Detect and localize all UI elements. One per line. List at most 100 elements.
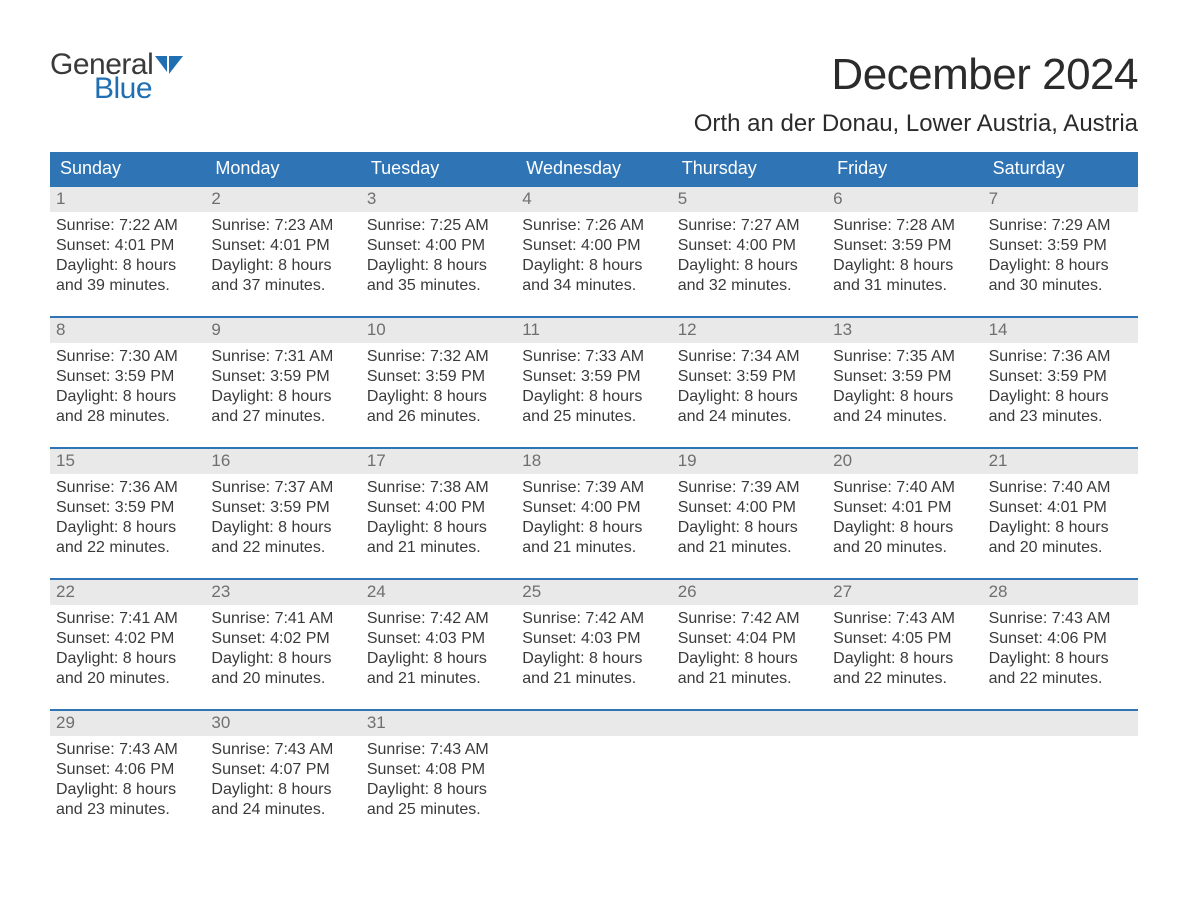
day-number: 31 <box>361 711 516 736</box>
daylight-line: Daylight: 8 hours and 22 minutes. <box>989 649 1132 689</box>
daylight-line: Daylight: 8 hours and 22 minutes. <box>56 518 199 558</box>
sunrise-label: Sunrise <box>56 610 110 627</box>
calendar-week: 1234567Sunrise: 7:22 AMSunset: 4:01 PMDa… <box>50 187 1138 296</box>
sunrise-value: 7:36 AM <box>1052 348 1111 365</box>
sunset-value: 4:00 PM <box>736 499 796 516</box>
day-cell: Sunrise: 7:38 AMSunset: 4:00 PMDaylight:… <box>361 474 516 558</box>
sunset-value: 4:08 PM <box>426 761 486 778</box>
sunset-value: 3:59 PM <box>270 499 330 516</box>
day-number: 26 <box>672 580 827 605</box>
day-number: 25 <box>516 580 671 605</box>
sunset-label: Sunset <box>56 237 106 254</box>
sunrise-label: Sunrise <box>367 741 421 758</box>
sunset-label: Sunset <box>211 761 261 778</box>
sunset-value: 3:59 PM <box>1047 368 1107 385</box>
sunset-line: Sunset: 4:03 PM <box>522 629 665 649</box>
sunset-value: 4:07 PM <box>270 761 330 778</box>
daylight-label: Daylight <box>367 650 425 667</box>
sunrise-line: Sunrise: 7:31 AM <box>211 347 354 367</box>
daylight-label: Daylight <box>833 257 891 274</box>
day-number: 16 <box>205 449 360 474</box>
daynum-row: 1234567 <box>50 187 1138 212</box>
sunrise-value: 7:31 AM <box>275 348 334 365</box>
sunset-line: Sunset: 4:07 PM <box>211 760 354 780</box>
sunset-label: Sunset <box>211 499 261 516</box>
day-number: 29 <box>50 711 205 736</box>
sunset-label: Sunset <box>367 368 417 385</box>
daylight-label: Daylight <box>522 519 580 536</box>
daylight-label: Daylight <box>56 388 114 405</box>
day-number: 24 <box>361 580 516 605</box>
day-number: 5 <box>672 187 827 212</box>
sunrise-value: 7:23 AM <box>275 217 334 234</box>
daylight-label: Daylight <box>367 388 425 405</box>
sunset-value: 3:59 PM <box>736 368 796 385</box>
dow-thursday: Thursday <box>672 152 827 187</box>
sunrise-line: Sunrise: 7:42 AM <box>367 609 510 629</box>
sunset-label: Sunset <box>56 368 106 385</box>
sunset-label: Sunset <box>833 630 883 647</box>
sunset-line: Sunset: 4:02 PM <box>211 629 354 649</box>
sunset-label: Sunset <box>989 368 1039 385</box>
sunset-line: Sunset: 4:06 PM <box>989 629 1132 649</box>
sunset-line: Sunset: 4:06 PM <box>56 760 199 780</box>
sunset-label: Sunset <box>367 630 417 647</box>
day-cell: Sunrise: 7:43 AMSunset: 4:08 PMDaylight:… <box>361 736 516 820</box>
daynum-row: 22232425262728 <box>50 580 1138 605</box>
sunrise-label: Sunrise <box>678 610 732 627</box>
daylight-line: Daylight: 8 hours and 30 minutes. <box>989 256 1132 296</box>
sunset-value: 4:00 PM <box>426 237 486 254</box>
sunrise-line: Sunrise: 7:43 AM <box>211 740 354 760</box>
sunset-label: Sunset <box>678 237 728 254</box>
sunset-label: Sunset <box>833 499 883 516</box>
sunrise-value: 7:37 AM <box>275 479 334 496</box>
daylight-line: Daylight: 8 hours and 31 minutes. <box>833 256 976 296</box>
day-number: 28 <box>983 580 1138 605</box>
day-cell: Sunrise: 7:39 AMSunset: 4:00 PMDaylight:… <box>516 474 671 558</box>
sunset-label: Sunset <box>833 237 883 254</box>
sunrise-value: 7:43 AM <box>896 610 955 627</box>
daylight-line: Daylight: 8 hours and 20 minutes. <box>989 518 1132 558</box>
sunset-line: Sunset: 4:01 PM <box>989 498 1132 518</box>
sunrise-line: Sunrise: 7:41 AM <box>211 609 354 629</box>
daylight-label: Daylight <box>367 257 425 274</box>
sunrise-value: 7:34 AM <box>741 348 800 365</box>
sunset-line: Sunset: 4:01 PM <box>56 236 199 256</box>
sunset-label: Sunset <box>522 237 572 254</box>
sunrise-label: Sunrise <box>833 348 887 365</box>
sunset-label: Sunset <box>211 368 261 385</box>
sunset-line: Sunset: 4:00 PM <box>678 498 821 518</box>
sunrise-value: 7:39 AM <box>741 479 800 496</box>
daylight-label: Daylight <box>678 650 736 667</box>
logo-word-blue: Blue <box>94 74 152 104</box>
daylight-label: Daylight <box>211 388 269 405</box>
day-cell: Sunrise: 7:23 AMSunset: 4:01 PMDaylight:… <box>205 212 360 296</box>
sunrise-label: Sunrise <box>522 479 576 496</box>
sunset-label: Sunset <box>367 237 417 254</box>
calendar: Sunday Monday Tuesday Wednesday Thursday… <box>50 152 1138 820</box>
sunset-label: Sunset <box>833 368 883 385</box>
day-cell: Sunrise: 7:32 AMSunset: 3:59 PMDaylight:… <box>361 343 516 427</box>
sunrise-value: 7:42 AM <box>430 610 489 627</box>
day-number: 3 <box>361 187 516 212</box>
sunset-line: Sunset: 4:05 PM <box>833 629 976 649</box>
sunrise-label: Sunrise <box>989 479 1043 496</box>
day-cell: Sunrise: 7:43 AMSunset: 4:06 PMDaylight:… <box>50 736 205 820</box>
day-number: 9 <box>205 318 360 343</box>
sunset-label: Sunset <box>56 761 106 778</box>
day-cell: Sunrise: 7:30 AMSunset: 3:59 PMDaylight:… <box>50 343 205 427</box>
sunset-value: 4:00 PM <box>581 499 641 516</box>
sunset-label: Sunset <box>211 630 261 647</box>
sunset-line: Sunset: 3:59 PM <box>211 367 354 387</box>
daynum-row: 891011121314 <box>50 318 1138 343</box>
day-body-row: Sunrise: 7:36 AMSunset: 3:59 PMDaylight:… <box>50 474 1138 558</box>
day-body-row: Sunrise: 7:43 AMSunset: 4:06 PMDaylight:… <box>50 736 1138 820</box>
sunrise-label: Sunrise <box>367 217 421 234</box>
daylight-line: Daylight: 8 hours and 28 minutes. <box>56 387 199 427</box>
daylight-line: Daylight: 8 hours and 24 minutes. <box>678 387 821 427</box>
sunset-line: Sunset: 3:59 PM <box>989 367 1132 387</box>
sunset-value: 4:06 PM <box>115 761 175 778</box>
day-cell <box>672 736 827 820</box>
sunset-value: 4:00 PM <box>426 499 486 516</box>
day-cell: Sunrise: 7:41 AMSunset: 4:02 PMDaylight:… <box>205 605 360 689</box>
